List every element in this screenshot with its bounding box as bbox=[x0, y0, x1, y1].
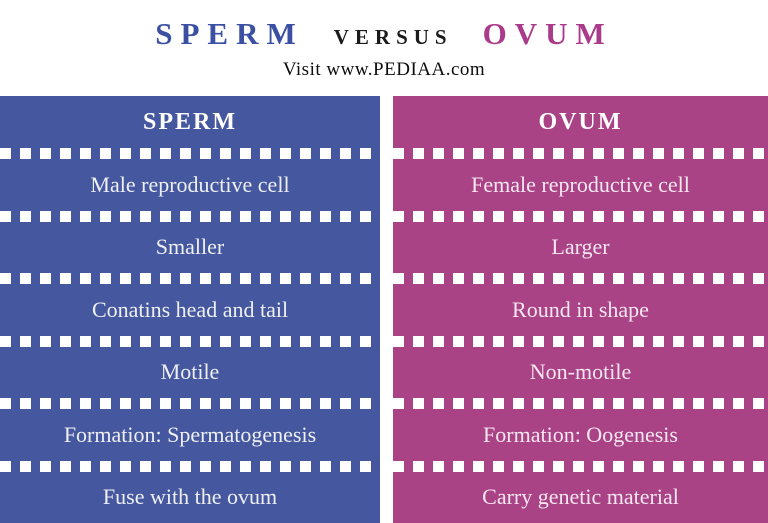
sperm-row-definition: Male reproductive cell bbox=[90, 171, 290, 197]
title-word-sperm: SPERM bbox=[155, 15, 304, 51]
sperm-row-formation: Formation: Spermatogenesis bbox=[63, 421, 317, 447]
dashed-divider bbox=[393, 148, 768, 159]
dashed-divider bbox=[0, 460, 380, 472]
sperm-row-shape: Conatins head and tail bbox=[91, 296, 289, 322]
page-title: SPERM VERSUS OVUM bbox=[155, 18, 613, 49]
ovum-row-formation: Formation: Oogenesis bbox=[483, 421, 678, 447]
ovum-column: OVUM Female reproductive cell Larger Rou… bbox=[393, 96, 768, 523]
dashed-divider bbox=[0, 273, 380, 284]
ovum-row-function: Carry genetic material bbox=[482, 484, 679, 510]
ovum-row-motility: Non-motile bbox=[529, 359, 632, 385]
dashed-divider bbox=[393, 210, 768, 222]
title-word-versus: VERSUS bbox=[333, 24, 453, 49]
ovum-row-size: Larger bbox=[551, 234, 610, 260]
dashed-divider bbox=[393, 335, 768, 347]
ovum-column-header: OVUM bbox=[538, 108, 623, 135]
title-word-ovum: OVUM bbox=[482, 15, 613, 51]
column-gap bbox=[380, 96, 393, 523]
title-area: SPERM VERSUS OVUM Visit www.PEDIAA.com bbox=[0, 0, 768, 96]
comparison-table: SPERM Male reproductive cell Smaller Con… bbox=[0, 96, 768, 523]
ovum-row-definition: Female reproductive cell bbox=[471, 171, 690, 197]
sperm-row-function: Fuse with the ovum bbox=[102, 484, 278, 510]
sperm-column-header: SPERM bbox=[143, 108, 237, 135]
sperm-column: SPERM Male reproductive cell Smaller Con… bbox=[0, 96, 380, 523]
sperm-row-motility: Motile bbox=[160, 359, 220, 385]
dashed-divider bbox=[393, 460, 768, 472]
dashed-divider bbox=[0, 148, 380, 159]
dashed-divider bbox=[0, 335, 380, 347]
dashed-divider bbox=[393, 398, 768, 409]
dashed-divider bbox=[0, 210, 380, 222]
dashed-divider bbox=[393, 273, 768, 284]
website-credit: Visit www.PEDIAA.com bbox=[282, 58, 486, 80]
ovum-row-shape: Round in shape bbox=[512, 296, 649, 322]
dashed-divider bbox=[0, 398, 380, 409]
sperm-row-size: Smaller bbox=[155, 234, 225, 260]
